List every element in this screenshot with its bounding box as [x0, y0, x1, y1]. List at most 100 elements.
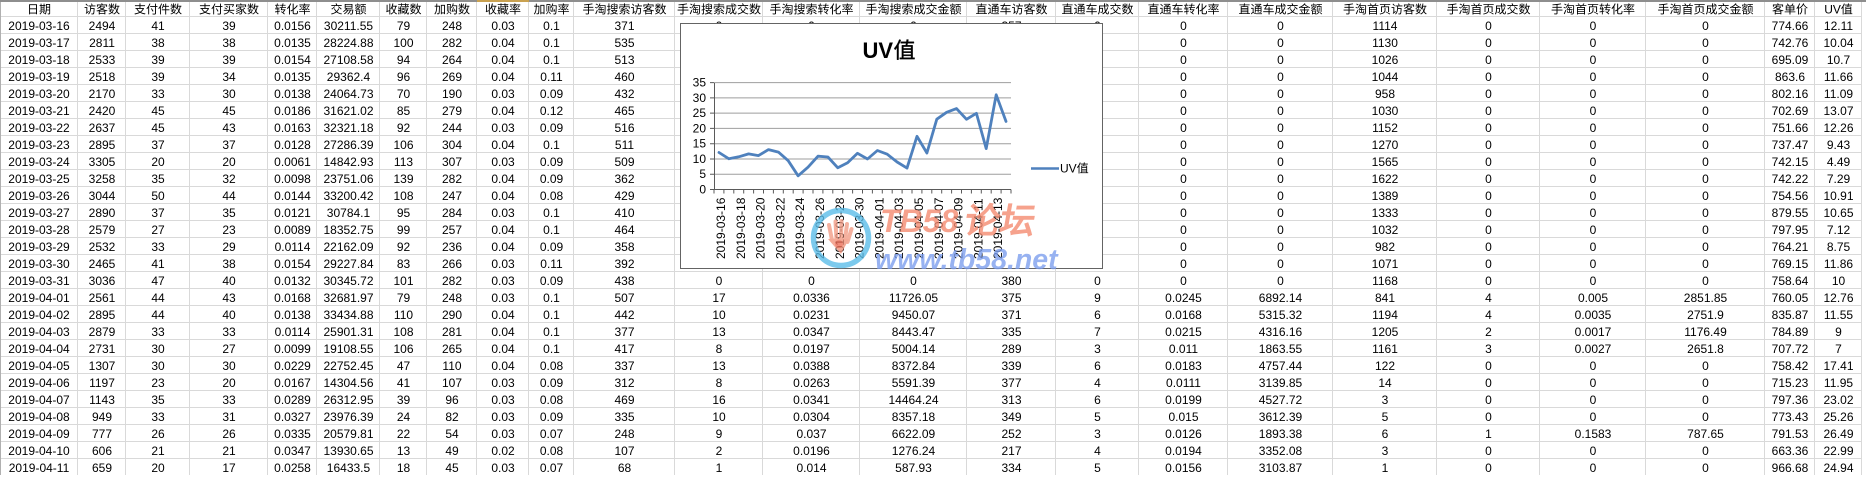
svg-text:3352.08: 3352.08 — [1259, 444, 1303, 458]
svg-text:3612.39: 3612.39 — [1259, 410, 1303, 424]
svg-text:26312.95: 26312.95 — [323, 393, 373, 407]
svg-text:0.03: 0.03 — [491, 393, 515, 407]
svg-text:4: 4 — [1094, 444, 1101, 458]
svg-text:5: 5 — [699, 167, 706, 181]
svg-text:5004.14: 5004.14 — [892, 342, 936, 356]
svg-text:2019-03-20: 2019-03-20 — [8, 87, 70, 101]
svg-text:0.08: 0.08 — [540, 444, 564, 458]
svg-text:0.0163: 0.0163 — [274, 121, 311, 135]
svg-text:33: 33 — [151, 240, 165, 254]
svg-text:0.0199: 0.0199 — [1165, 393, 1202, 407]
svg-text:764.21: 764.21 — [1772, 240, 1809, 254]
svg-text:777: 777 — [92, 427, 112, 441]
svg-text:335: 335 — [614, 410, 634, 424]
svg-text:UV: UV — [863, 38, 894, 63]
svg-text:0.0121: 0.0121 — [274, 206, 311, 220]
svg-text:0.0128: 0.0128 — [274, 138, 311, 152]
svg-text:0.04: 0.04 — [491, 308, 515, 322]
svg-text:0.1: 0.1 — [543, 342, 560, 356]
svg-text:2170: 2170 — [89, 87, 116, 101]
svg-text:0: 0 — [1590, 376, 1597, 390]
svg-text:1194: 1194 — [1372, 308, 1398, 322]
svg-text:70: 70 — [397, 87, 411, 101]
svg-text:0.04: 0.04 — [491, 172, 515, 186]
svg-text:0.0335: 0.0335 — [274, 427, 311, 441]
svg-text:34: 34 — [222, 70, 236, 84]
svg-text:0: 0 — [1485, 376, 1492, 390]
svg-text:0: 0 — [1590, 461, 1597, 475]
svg-text:0: 0 — [1180, 87, 1187, 101]
svg-text:707.72: 707.72 — [1772, 342, 1809, 356]
svg-text:2019-04-10: 2019-04-10 — [8, 444, 70, 458]
svg-text:0.0197: 0.0197 — [793, 342, 830, 356]
svg-text:3: 3 — [1485, 342, 1492, 356]
svg-text:2019-04-04: 2019-04-04 — [8, 342, 70, 356]
svg-text:9: 9 — [1835, 325, 1842, 339]
svg-text:266: 266 — [442, 257, 462, 271]
svg-text:83: 83 — [397, 257, 411, 271]
svg-text:392: 392 — [614, 257, 634, 271]
svg-text:535: 535 — [614, 36, 634, 50]
svg-text:0.011: 0.011 — [1169, 342, 1198, 356]
svg-text:41: 41 — [397, 376, 411, 390]
svg-text:2019-03-24: 2019-03-24 — [8, 155, 70, 169]
svg-text:0: 0 — [1702, 461, 1709, 475]
svg-text:50: 50 — [151, 189, 165, 203]
svg-text:30: 30 — [222, 87, 236, 101]
svg-text:334: 334 — [1001, 461, 1021, 475]
svg-text:22: 22 — [397, 427, 411, 441]
svg-text:30: 30 — [151, 342, 165, 356]
svg-text:101: 101 — [393, 274, 413, 288]
svg-text:11.09: 11.09 — [1824, 87, 1853, 101]
svg-text:0.03: 0.03 — [491, 257, 515, 271]
svg-text:40: 40 — [222, 274, 236, 288]
svg-text:1893.38: 1893.38 — [1259, 427, 1303, 441]
svg-text:0.0154: 0.0154 — [274, 257, 311, 271]
svg-text:14464.24: 14464.24 — [888, 393, 938, 407]
svg-text:0: 0 — [1702, 444, 1709, 458]
svg-text:715.23: 715.23 — [1772, 376, 1809, 390]
svg-text:25901.31: 25901.31 — [323, 325, 373, 339]
svg-text:4527.72: 4527.72 — [1259, 393, 1303, 407]
svg-text:15: 15 — [693, 137, 707, 151]
svg-text:2019-03-22: 2019-03-22 — [8, 121, 70, 135]
svg-text:11726.05: 11726.05 — [889, 291, 938, 305]
svg-text:32: 32 — [222, 172, 236, 186]
svg-text:0.03: 0.03 — [491, 410, 515, 424]
svg-text:30: 30 — [151, 359, 165, 373]
svg-text:1270: 1270 — [1372, 138, 1399, 152]
svg-text:0.0186: 0.0186 — [274, 104, 311, 118]
svg-text:0.0156: 0.0156 — [1165, 461, 1202, 475]
svg-text:32321.18: 32321.18 — [323, 121, 373, 135]
svg-text:0.04: 0.04 — [491, 240, 515, 254]
svg-text:2561: 2561 — [89, 291, 116, 305]
svg-text:0: 0 — [1485, 172, 1492, 186]
svg-text:5315.32: 5315.32 — [1259, 308, 1303, 322]
svg-text:30211.55: 30211.55 — [324, 19, 373, 33]
svg-text:791.53: 791.53 — [1772, 427, 1809, 441]
svg-text:33: 33 — [151, 325, 165, 339]
svg-text:0: 0 — [1590, 104, 1597, 118]
svg-text:0.0114: 0.0114 — [275, 325, 311, 339]
svg-text:9450.07: 9450.07 — [892, 308, 936, 322]
svg-text:1: 1 — [1382, 461, 1389, 475]
svg-text:0.0061: 0.0061 — [274, 155, 311, 169]
svg-text:108: 108 — [393, 325, 413, 339]
svg-text:0: 0 — [1485, 36, 1492, 50]
svg-text:1307: 1307 — [89, 359, 116, 373]
svg-text:8: 8 — [716, 342, 723, 356]
svg-text:0.04: 0.04 — [491, 342, 515, 356]
svg-text:339: 339 — [1001, 359, 1021, 373]
svg-text:247: 247 — [442, 189, 462, 203]
svg-text:0.03: 0.03 — [491, 461, 515, 475]
svg-text:8357.18: 8357.18 — [892, 410, 936, 424]
svg-text:1161: 1161 — [1372, 342, 1398, 356]
svg-text:2494: 2494 — [89, 19, 116, 33]
svg-text:2019-03-16: 2019-03-16 — [714, 197, 728, 259]
svg-text:23: 23 — [151, 376, 165, 390]
svg-text:26: 26 — [222, 427, 236, 441]
svg-text:16: 16 — [712, 393, 726, 407]
svg-text:380: 380 — [1001, 274, 1021, 288]
svg-text:2890: 2890 — [89, 206, 116, 220]
svg-text:0: 0 — [1277, 172, 1284, 186]
